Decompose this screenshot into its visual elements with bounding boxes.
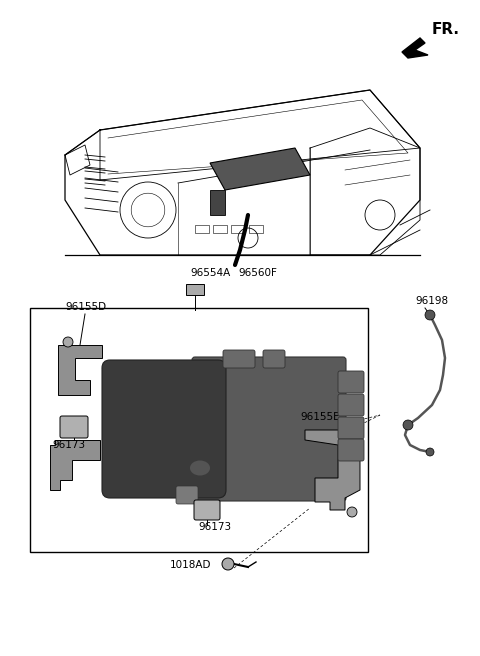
FancyBboxPatch shape [338, 394, 364, 416]
Text: 96554A: 96554A [190, 268, 230, 278]
Polygon shape [305, 430, 360, 510]
Polygon shape [50, 440, 100, 490]
Bar [186, 284, 204, 295]
Bar [231, 225, 245, 233]
Ellipse shape [190, 461, 210, 476]
Text: 96560F: 96560F [238, 268, 277, 278]
Text: 1018AD: 1018AD [170, 560, 212, 570]
Polygon shape [402, 38, 428, 58]
FancyBboxPatch shape [223, 350, 255, 368]
Circle shape [403, 420, 413, 430]
Polygon shape [210, 148, 310, 190]
Circle shape [222, 558, 234, 570]
Bar [30, 308, 368, 552]
FancyBboxPatch shape [194, 500, 220, 520]
Bar [213, 225, 227, 233]
FancyBboxPatch shape [102, 360, 226, 498]
FancyBboxPatch shape [60, 416, 88, 438]
Bar [249, 225, 263, 233]
FancyBboxPatch shape [263, 350, 285, 368]
Circle shape [426, 448, 434, 456]
FancyBboxPatch shape [192, 357, 346, 501]
Bar [195, 225, 209, 233]
Polygon shape [210, 190, 225, 215]
Text: 96198: 96198 [415, 296, 448, 306]
Polygon shape [58, 345, 102, 395]
FancyBboxPatch shape [338, 371, 364, 393]
Text: 96155E: 96155E [300, 412, 340, 422]
FancyBboxPatch shape [338, 439, 364, 461]
FancyBboxPatch shape [176, 486, 198, 504]
Circle shape [425, 310, 435, 320]
Circle shape [347, 507, 357, 517]
FancyBboxPatch shape [338, 417, 364, 439]
Text: 96173: 96173 [198, 522, 231, 532]
Circle shape [63, 337, 73, 347]
Text: FR.: FR. [432, 22, 460, 37]
Text: 96173: 96173 [52, 440, 85, 450]
Text: 96155D: 96155D [65, 302, 106, 312]
